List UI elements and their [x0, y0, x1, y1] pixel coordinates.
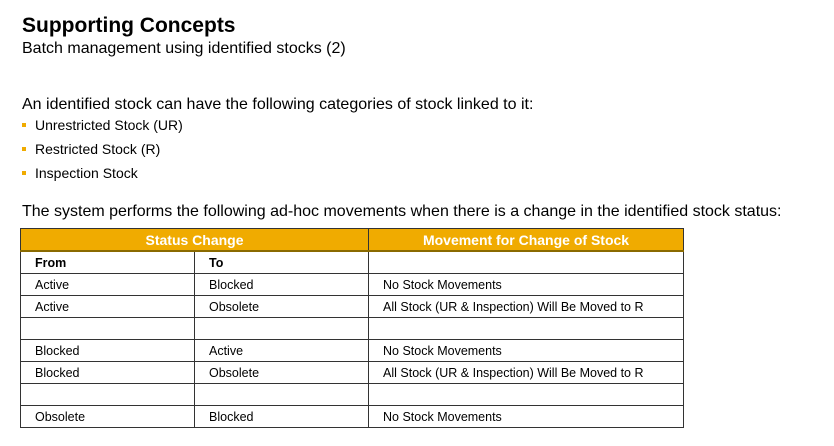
cell-movement: All Stock (UR & Inspection) Will Be Move…	[368, 361, 685, 384]
stock-category-list: Unrestricted Stock (UR) Restricted Stock…	[22, 113, 183, 185]
cell-movement: No Stock Movements	[368, 405, 685, 428]
cell-movement: No Stock Movements	[368, 273, 685, 296]
header-movement: Movement for Change of Stock	[368, 228, 685, 252]
cell-to: Active	[193, 339, 370, 362]
col-from-header: From	[20, 250, 195, 274]
cell-to	[193, 317, 370, 340]
cell-to: Obsolete	[193, 361, 370, 384]
list-item: Inspection Stock	[22, 161, 183, 185]
cell-movement	[368, 317, 685, 340]
table-row: Active Blocked No Stock Movements	[20, 273, 685, 296]
cell-movement	[368, 383, 685, 406]
col-to-header: To	[193, 250, 370, 274]
bullet-square-icon	[22, 171, 26, 175]
cell-from: Active	[20, 295, 195, 318]
status-change-table: Status Change Movement for Change of Sto…	[19, 228, 685, 428]
cell-from	[20, 383, 195, 406]
cell-to: Blocked	[193, 405, 370, 428]
table-row: Blocked Obsolete All Stock (UR & Inspect…	[20, 361, 685, 384]
list-item-label: Restricted Stock (R)	[35, 141, 161, 157]
bullet-square-icon	[22, 147, 26, 151]
table-header-row: Status Change Movement for Change of Sto…	[19, 228, 685, 252]
list-item-label: Inspection Stock	[35, 165, 138, 181]
bullet-square-icon	[22, 123, 26, 127]
table-row: Obsolete Blocked No Stock Movements	[20, 405, 685, 428]
list-item: Restricted Stock (R)	[22, 137, 183, 161]
cell-to: Obsolete	[193, 295, 370, 318]
cell-movement: All Stock (UR & Inspection) Will Be Move…	[368, 295, 685, 318]
cell-from: Active	[20, 273, 195, 296]
cell-from: Blocked	[20, 339, 195, 362]
intro-text: An identified stock can have the followi…	[22, 96, 534, 113]
cell-from	[20, 317, 195, 340]
cell-to	[193, 383, 370, 406]
cell-movement: No Stock Movements	[368, 339, 685, 362]
table-lead-text: The system performs the following ad-hoc…	[22, 203, 782, 220]
page-title: Supporting Concepts	[22, 14, 236, 37]
page-subtitle: Batch management using identified stocks…	[22, 40, 346, 57]
list-item-label: Unrestricted Stock (UR)	[35, 117, 183, 133]
cell-from: Obsolete	[20, 405, 195, 428]
table-subheader-row: From To	[20, 250, 685, 274]
table-row-spacer	[20, 383, 685, 406]
table-row: Blocked Active No Stock Movements	[20, 339, 685, 362]
cell-from: Blocked	[20, 361, 195, 384]
col-movement-empty	[368, 250, 685, 274]
header-status-change: Status Change	[19, 228, 370, 252]
table-row: Active Obsolete All Stock (UR & Inspecti…	[20, 295, 685, 318]
table-row-spacer	[20, 317, 685, 340]
list-item: Unrestricted Stock (UR)	[22, 113, 183, 137]
cell-to: Blocked	[193, 273, 370, 296]
